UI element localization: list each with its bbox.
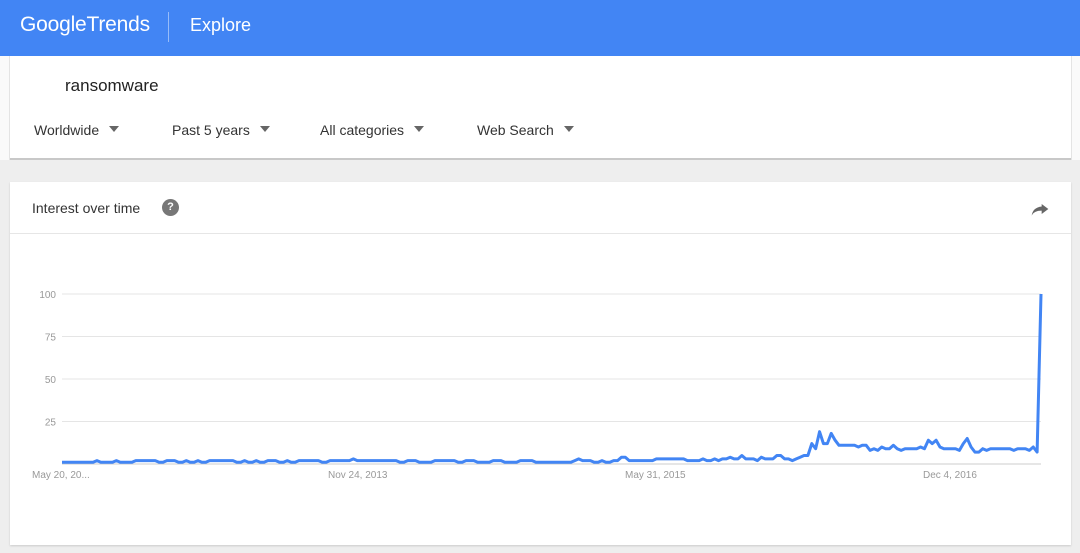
- logo-trends-text: Trends: [86, 13, 151, 36]
- search-panel: ransomware Worldwide Past 5 years All ca…: [10, 56, 1071, 160]
- x-tick-label: May 20, 20...: [32, 470, 90, 481]
- section-title[interactable]: Explore: [190, 15, 252, 35]
- y-tick-label: 25: [45, 418, 57, 429]
- time-filter-label: Past 5 years: [172, 122, 250, 138]
- header-divider: [168, 12, 169, 42]
- search-type-filter-label: Web Search: [477, 122, 554, 138]
- category-filter-label: All categories: [320, 122, 405, 138]
- interest-over-time-card: Interest over time ?: [10, 182, 1071, 545]
- search-type-filter[interactable]: Web Search: [477, 122, 574, 138]
- y-tick-label: 50: [45, 375, 57, 386]
- series-line[interactable]: [62, 293, 1043, 464]
- dropdown-arrow-icon: [109, 126, 120, 132]
- google-trends-logo[interactable]: GoogleTrends: [20, 13, 150, 37]
- card-title: Interest over time: [32, 200, 141, 216]
- top-bar: GoogleTrends Explore: [0, 0, 1080, 56]
- help-icon[interactable]: ?: [162, 199, 179, 216]
- dropdown-arrow-icon: [563, 126, 574, 132]
- card-header: Interest over time ?: [10, 182, 1071, 234]
- y-tick-label: 100: [39, 290, 56, 301]
- time-filter[interactable]: Past 5 years: [172, 122, 270, 138]
- region-filter-label: Worldwide: [34, 122, 100, 138]
- search-term[interactable]: ransomware: [65, 76, 159, 95]
- x-tick-label: Dec 4, 2016: [923, 470, 977, 481]
- interest-chart: 25 50 75 100 May 20, 20... Nov 24, 2013 May 31…: [10, 235, 1071, 495]
- x-tick-label: Nov 24, 2013: [328, 470, 388, 481]
- left-gutter: [0, 56, 10, 160]
- category-filter[interactable]: All categories: [320, 122, 425, 138]
- dropdown-arrow-icon: [414, 126, 425, 132]
- x-tick-label: May 31, 2015: [625, 470, 686, 481]
- logo-google-text: Google: [20, 13, 87, 36]
- share-icon[interactable]: [1030, 199, 1050, 219]
- chart-svg: 25 50 75 100 May 20, 20... Nov 24, 2013 May 31…: [32, 290, 1043, 481]
- y-tick-label: 75: [45, 333, 57, 344]
- region-filter[interactable]: Worldwide: [34, 122, 120, 138]
- dropdown-arrow-icon: [259, 126, 270, 132]
- right-gutter: [1071, 56, 1080, 160]
